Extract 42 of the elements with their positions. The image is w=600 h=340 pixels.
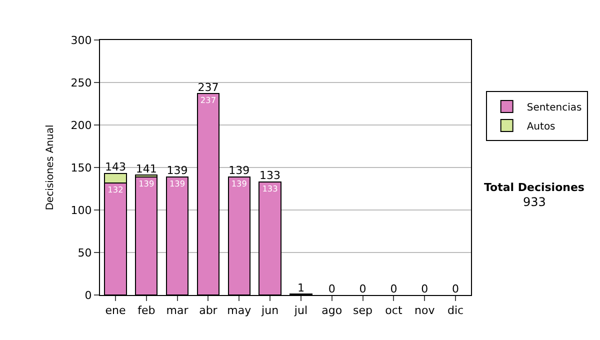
data-label: 139 <box>138 178 154 188</box>
total-label: 139 <box>166 164 188 178</box>
y-tick-label: 50 <box>78 246 92 260</box>
x-tick-label: ago <box>322 304 342 318</box>
x-tick-label: abr <box>199 304 218 318</box>
total-label: 133 <box>260 169 281 182</box>
x-tick-label: nov <box>414 304 436 318</box>
total-label: 0 <box>421 282 428 296</box>
x-tick-label: feb <box>138 304 156 318</box>
text: Total Decisiones <box>484 181 585 194</box>
data-label: 237 <box>200 95 216 106</box>
x-tick-label: ene <box>105 304 126 318</box>
total-label: 0 <box>452 282 460 296</box>
legend-label: Sentencias <box>526 102 582 114</box>
total-label: 143 <box>104 160 126 174</box>
data-label: 132 <box>108 184 124 194</box>
x-tick-label: mar <box>166 304 189 318</box>
y-axis-title: Decisiones Anual <box>44 124 56 210</box>
x-tick-label: jun <box>260 304 279 318</box>
y-tick-label: 0 <box>84 288 92 302</box>
y-tick-label: 250 <box>70 76 92 90</box>
x-tick-label: may <box>227 304 252 318</box>
y-tick-label: 300 <box>70 34 92 47</box>
y-tick-label: 150 <box>70 161 92 174</box>
total-label: 139 <box>228 164 250 178</box>
x-tick-label: sep <box>353 304 373 318</box>
total-label: 0 <box>328 282 336 296</box>
data-label: 139 <box>169 178 186 188</box>
y-tick-label: 100 <box>70 204 92 217</box>
y-tick-label: 200 <box>70 118 92 132</box>
data-label: 139 <box>231 178 247 188</box>
total-label: 0 <box>359 282 366 296</box>
x-tick-label: oct <box>385 304 403 318</box>
x-tick-label: dic <box>447 304 464 318</box>
legend-label: Autos <box>526 121 556 132</box>
total-label: 141 <box>136 162 157 176</box>
total-label: 1 <box>297 281 304 294</box>
x-tick-label: jul <box>293 304 308 318</box>
data-label: 133 <box>262 184 278 194</box>
total-label: 0 <box>390 282 398 296</box>
total-label: 237 <box>198 80 219 94</box>
text: 933 <box>523 195 546 209</box>
